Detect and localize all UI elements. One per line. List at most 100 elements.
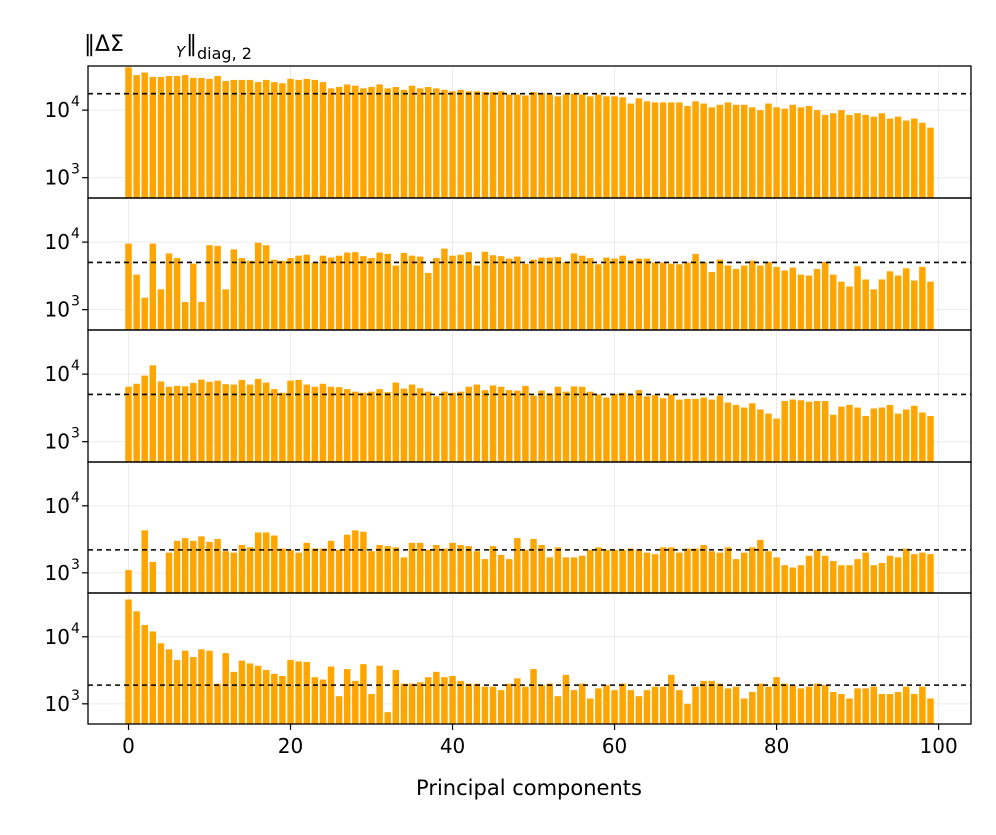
bar: [311, 79, 319, 198]
bar: [562, 674, 570, 724]
bar: [238, 79, 246, 198]
bar: [384, 253, 391, 330]
bar: [230, 79, 238, 198]
bar: [570, 386, 578, 462]
bar: [254, 665, 262, 724]
bar: [319, 679, 327, 724]
bar: [862, 688, 869, 724]
bar: [295, 552, 302, 593]
bar: [214, 380, 221, 462]
bar: [805, 401, 813, 462]
bar: [424, 677, 432, 724]
bar: [813, 683, 821, 724]
bar: [781, 270, 788, 330]
bar: [198, 379, 205, 462]
bar: [441, 677, 448, 724]
bar: [627, 103, 635, 198]
bar: [611, 258, 618, 330]
x-tick-label: 40: [440, 734, 465, 758]
bar: [506, 258, 513, 330]
bar: [732, 269, 740, 330]
bar: [416, 682, 424, 724]
bar: [497, 386, 505, 462]
bar: [295, 379, 302, 462]
x-tick-label: 0: [122, 734, 135, 758]
bar: [441, 248, 448, 330]
bar: [651, 554, 659, 593]
bar: [514, 256, 521, 330]
bar: [595, 394, 602, 462]
bar: [271, 673, 278, 724]
y-tick-exponent: 4: [71, 490, 80, 506]
bar: [749, 260, 756, 330]
bar: [311, 386, 319, 462]
bar: [927, 281, 934, 330]
bar: [181, 538, 189, 593]
y-tick-label: 10: [45, 561, 70, 585]
bar: [651, 102, 659, 198]
bar: [133, 611, 140, 724]
bar: [870, 686, 878, 724]
bar: [279, 676, 286, 724]
bar: [611, 393, 618, 462]
bar: [303, 384, 310, 462]
bar: [862, 415, 869, 462]
bar: [619, 255, 626, 330]
bar: [522, 549, 529, 593]
bar: [514, 390, 521, 462]
bar: [740, 698, 748, 724]
bar: [424, 391, 432, 462]
bar: [757, 265, 764, 330]
bar: [919, 266, 926, 330]
bar: [611, 549, 618, 593]
bar: [805, 555, 813, 593]
bar: [424, 272, 432, 330]
bar: [773, 557, 780, 593]
bar: [538, 545, 545, 593]
bar: [635, 390, 643, 462]
plot-area: 10 310 410 310 410 310 410 310 410 310 40 20 40 60 80 1…: [45, 65, 972, 758]
bar: [327, 666, 335, 724]
bar: [578, 255, 586, 330]
bar: [862, 279, 869, 330]
bar: [279, 392, 286, 462]
bar: [813, 269, 821, 330]
bar: [732, 686, 740, 724]
bar: [190, 382, 197, 462]
bar: [141, 72, 148, 198]
y-tick-label: 10: [45, 625, 70, 649]
bar: [546, 94, 553, 198]
bar: [619, 549, 626, 593]
bar: [392, 86, 400, 198]
bar: [716, 104, 724, 198]
bar: [692, 548, 699, 593]
bar: [343, 534, 351, 593]
bar: [927, 127, 934, 198]
bar: [684, 398, 691, 462]
bar: [198, 301, 205, 330]
bar: [603, 96, 610, 198]
bar: [797, 688, 805, 724]
bar: [692, 253, 699, 330]
bar: [732, 404, 740, 462]
bar: [457, 89, 464, 198]
bar: [603, 685, 610, 724]
bar: [651, 686, 659, 724]
bar: [578, 94, 586, 198]
bar: [659, 547, 667, 593]
bar: [522, 385, 529, 462]
bar: [838, 110, 845, 198]
bar: [206, 245, 213, 330]
bar: [919, 552, 926, 593]
bar: [254, 378, 262, 462]
bar: [619, 392, 626, 462]
bar: [627, 395, 635, 462]
bar: [230, 552, 238, 593]
bar: [554, 696, 562, 724]
bar: [603, 549, 610, 593]
bar: [433, 671, 440, 724]
bar: [611, 96, 618, 198]
bar: [473, 551, 481, 593]
bar: [902, 548, 910, 593]
